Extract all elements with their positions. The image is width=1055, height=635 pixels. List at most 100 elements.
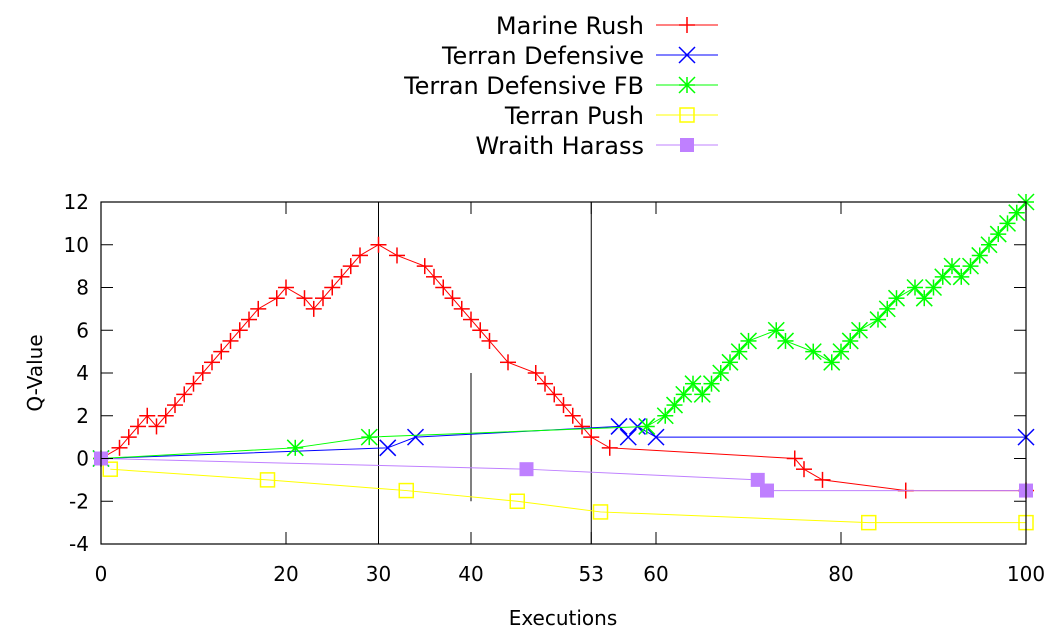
- legend-entry: Wraith Harass: [476, 132, 718, 160]
- y-tick-label: 8: [76, 276, 89, 300]
- data-point-terran-defensive: [406, 428, 425, 446]
- x-tick-label: 30: [366, 562, 391, 586]
- data-point-marine-rush: [120, 429, 137, 446]
- data-point-terran-defensive-fb: [739, 332, 758, 350]
- data-point-terran-defensive: [610, 417, 628, 435]
- data-point-marine-rush: [555, 397, 572, 414]
- data-point-terran-defensive-fb: [776, 332, 795, 350]
- plot-area: [92, 193, 1035, 544]
- legend-label: Terran Defensive FB: [403, 72, 644, 100]
- data-point-terran-defensive-fb: [832, 343, 850, 361]
- y-tick-label: 0: [76, 447, 89, 471]
- legend-marker: [678, 76, 696, 94]
- data-point-terran-defensive: [619, 428, 637, 446]
- x-tick-label: 100: [1007, 562, 1045, 586]
- data-point-marine-rush: [416, 258, 433, 275]
- data-point-marine-rush: [574, 418, 590, 435]
- data-point-marine-rush: [583, 429, 600, 446]
- data-point-terran-defensive-fb: [850, 321, 869, 339]
- data-point-marine-rush: [463, 311, 479, 328]
- data-point-marine-rush: [130, 418, 146, 435]
- data-point-wraith-harass: [519, 462, 534, 477]
- data-point-marine-rush: [444, 290, 461, 307]
- data-point-marine-rush: [500, 354, 516, 371]
- data-point-marine-rush: [176, 386, 193, 403]
- data-point-terran-push: [509, 493, 525, 509]
- data-point-marine-rush: [786, 450, 803, 467]
- x-tick-label: 53: [579, 562, 604, 586]
- y-tick-label: 4: [76, 361, 89, 385]
- y-tick-label: 2: [76, 404, 89, 428]
- legend-marker: [679, 107, 695, 123]
- legend-marker: [680, 138, 694, 152]
- legend-label: Marine Rush: [496, 12, 644, 40]
- data-point-marine-rush: [472, 322, 489, 339]
- data-point-marine-rush: [148, 418, 165, 435]
- series-line-wraith-harass: [100, 458, 1026, 492]
- x-axis-title: Executions: [509, 606, 618, 630]
- data-point-marine-rush: [546, 386, 563, 403]
- legend-entry: Terran Defensive: [441, 42, 718, 70]
- series-line-terran-push: [110, 468, 1026, 524]
- data-point-terran-defensive-fb: [998, 214, 1017, 232]
- data-point-marine-rush: [278, 279, 294, 296]
- data-point-marine-rush: [537, 375, 553, 392]
- y-tick-label: -4: [69, 532, 89, 556]
- data-point-terran-push: [861, 514, 877, 531]
- data-point-terran-defensive-fb: [943, 257, 961, 275]
- data-point-terran-defensive-fb: [1008, 204, 1026, 222]
- legend-entry: Terran Defensive FB: [403, 72, 718, 100]
- data-point-terran-defensive-fb: [841, 332, 859, 350]
- data-point-marine-rush: [426, 268, 442, 285]
- legend-label: Wraith Harass: [476, 132, 644, 160]
- data-point-marine-rush: [564, 407, 581, 424]
- x-tick-label: 60: [643, 562, 668, 586]
- data-point-terran-defensive-fb: [665, 396, 684, 414]
- data-point-marine-rush: [342, 258, 359, 275]
- data-point-marine-rush: [231, 322, 248, 339]
- data-point-terran-defensive: [647, 428, 665, 446]
- data-point-marine-rush: [527, 365, 544, 381]
- data-point-terran-defensive-fb: [971, 246, 989, 264]
- data-point-terran-defensive-fb: [684, 375, 702, 393]
- data-point-terran-push: [398, 482, 414, 499]
- data-point-marine-rush: [305, 300, 322, 317]
- data-point-marine-rush: [453, 300, 470, 317]
- data-point-marine-rush: [389, 247, 405, 264]
- data-point-terran-defensive-fb: [934, 268, 952, 286]
- y-tick-label: 12: [64, 190, 89, 214]
- data-point-terran-push: [259, 472, 276, 488]
- data-point-terran-defensive-fb: [906, 278, 924, 297]
- data-point-marine-rush: [352, 247, 368, 264]
- data-point-terran-defensive-fb: [767, 321, 785, 339]
- series-line-terran-defensive: [100, 425, 1026, 459]
- data-point-terran-push: [102, 461, 118, 477]
- data-point-terran-defensive-fb: [915, 289, 933, 307]
- data-point-terran-defensive-fb: [980, 236, 998, 254]
- data-point-terran-defensive-fb: [656, 407, 674, 425]
- data-point-terran-defensive-fb: [702, 375, 721, 393]
- legend-marker: [678, 46, 696, 64]
- data-point-marine-rush: [204, 354, 220, 371]
- data-point-marine-rush: [814, 471, 831, 488]
- data-point-terran-defensive-fb: [721, 353, 739, 371]
- y-tick-label: -2: [69, 489, 89, 513]
- data-point-marine-rush: [194, 365, 211, 381]
- data-point-terran-defensive-fb: [989, 225, 1007, 243]
- data-point-marine-rush: [333, 268, 350, 285]
- data-point-terran-defensive-fb: [360, 428, 378, 446]
- legend-label: Terran Defensive: [441, 42, 644, 70]
- data-point-marine-rush: [370, 236, 387, 253]
- data-point-marine-rush: [601, 439, 618, 456]
- data-point-marine-rush: [324, 279, 341, 296]
- x-tick-label: 40: [458, 562, 483, 586]
- y-tick-label: 6: [76, 318, 89, 342]
- data-point-marine-rush: [222, 332, 239, 349]
- data-point-marine-rush: [241, 311, 257, 328]
- data-point-terran-defensive-fb: [693, 385, 711, 403]
- series-line-marine-rush: [100, 244, 1026, 492]
- data-point-terran-push: [592, 504, 609, 520]
- legend-marker: [679, 17, 695, 33]
